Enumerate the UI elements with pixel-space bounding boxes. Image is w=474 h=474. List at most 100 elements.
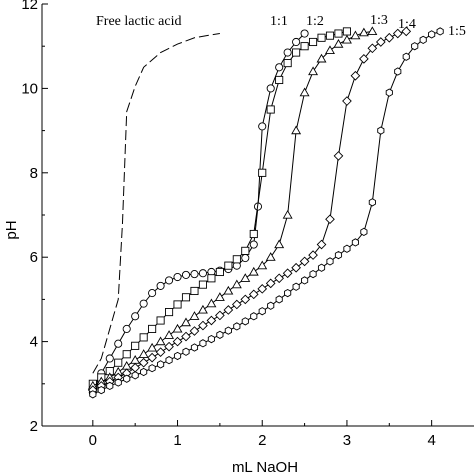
data-point xyxy=(249,229,258,239)
data-point xyxy=(241,246,250,255)
series-label: 1:1 xyxy=(270,14,288,29)
data-point xyxy=(173,300,182,309)
data-point xyxy=(157,360,165,369)
data-point xyxy=(266,105,275,114)
series-line xyxy=(92,30,373,387)
data-point xyxy=(240,294,251,305)
data-point xyxy=(299,256,310,267)
data-point xyxy=(384,32,395,43)
data-point xyxy=(172,336,183,347)
data-point xyxy=(316,53,327,63)
data-point xyxy=(232,255,241,264)
data-point xyxy=(156,316,165,325)
y-tick-label: 2 xyxy=(30,418,38,435)
data-point xyxy=(316,239,327,250)
data-point xyxy=(216,330,224,339)
data-point xyxy=(317,33,326,42)
x-tick-label: 2 xyxy=(258,432,266,449)
data-point xyxy=(248,289,259,300)
series-free-lactic-acid xyxy=(92,33,220,374)
series-line xyxy=(92,33,220,374)
data-point xyxy=(172,323,183,333)
series-1-5 xyxy=(89,27,444,399)
data-point xyxy=(292,37,301,47)
data-point xyxy=(368,198,376,207)
x-tick-label: 4 xyxy=(427,432,435,449)
data-point xyxy=(130,362,141,373)
data-point xyxy=(182,347,190,356)
series-label: 1:4 xyxy=(398,17,416,32)
data-point xyxy=(258,168,267,177)
data-point xyxy=(401,26,412,37)
data-point xyxy=(223,305,234,315)
data-point xyxy=(189,311,200,320)
data-point xyxy=(231,299,242,310)
data-point xyxy=(224,326,232,335)
x-tick-label: 0 xyxy=(89,432,97,449)
x-tick-label: 3 xyxy=(343,432,351,449)
data-point xyxy=(190,270,199,279)
data-point xyxy=(140,367,148,377)
data-point xyxy=(138,357,149,368)
data-point xyxy=(343,244,351,253)
data-point xyxy=(190,343,199,352)
data-point xyxy=(148,289,157,298)
data-point xyxy=(155,347,166,357)
data-point xyxy=(351,238,359,247)
x-axis-title: mL NaOH xyxy=(232,459,298,474)
data-point xyxy=(308,66,319,76)
y-tick-label: 4 xyxy=(30,334,38,351)
data-point xyxy=(241,253,250,263)
data-point xyxy=(359,54,369,64)
data-point xyxy=(181,317,191,327)
data-point xyxy=(274,239,285,249)
data-point xyxy=(97,386,105,395)
data-point xyxy=(375,37,386,47)
data-point xyxy=(299,87,310,97)
data-point xyxy=(164,341,174,352)
data-point xyxy=(411,42,419,51)
y-tick-label: 6 xyxy=(30,249,38,266)
data-point xyxy=(190,286,199,296)
data-point xyxy=(275,75,284,85)
data-point xyxy=(122,350,131,359)
data-point xyxy=(122,324,131,333)
data-point xyxy=(334,250,343,260)
data-point xyxy=(139,299,148,308)
data-point xyxy=(300,29,309,38)
data-point xyxy=(215,267,224,277)
data-point xyxy=(131,341,140,350)
data-point xyxy=(206,298,217,308)
data-point xyxy=(325,45,335,55)
data-point xyxy=(139,333,148,342)
data-point xyxy=(257,284,268,294)
data-point xyxy=(275,63,284,72)
data-point xyxy=(350,70,361,81)
data-point xyxy=(148,364,156,373)
data-point xyxy=(241,317,249,326)
data-point xyxy=(130,355,141,364)
data-point xyxy=(224,261,233,270)
data-point xyxy=(428,30,436,39)
data-point xyxy=(233,322,241,331)
data-point xyxy=(199,339,207,348)
data-point xyxy=(385,88,393,97)
data-point xyxy=(282,268,293,279)
data-point xyxy=(419,35,427,44)
data-point xyxy=(215,310,225,321)
data-point xyxy=(292,282,300,291)
data-point xyxy=(266,84,275,93)
data-point xyxy=(360,227,368,236)
series-layer xyxy=(87,26,444,399)
data-point xyxy=(165,308,174,317)
data-point xyxy=(207,274,216,283)
data-point xyxy=(267,301,275,310)
data-point xyxy=(138,349,149,358)
data-point xyxy=(292,48,301,57)
data-point xyxy=(206,315,217,326)
data-point xyxy=(207,334,215,344)
labels-layer: Free lactic acid 1:1 1:2 1:3 1:4 1:5 xyxy=(96,13,466,39)
data-point xyxy=(394,67,402,76)
